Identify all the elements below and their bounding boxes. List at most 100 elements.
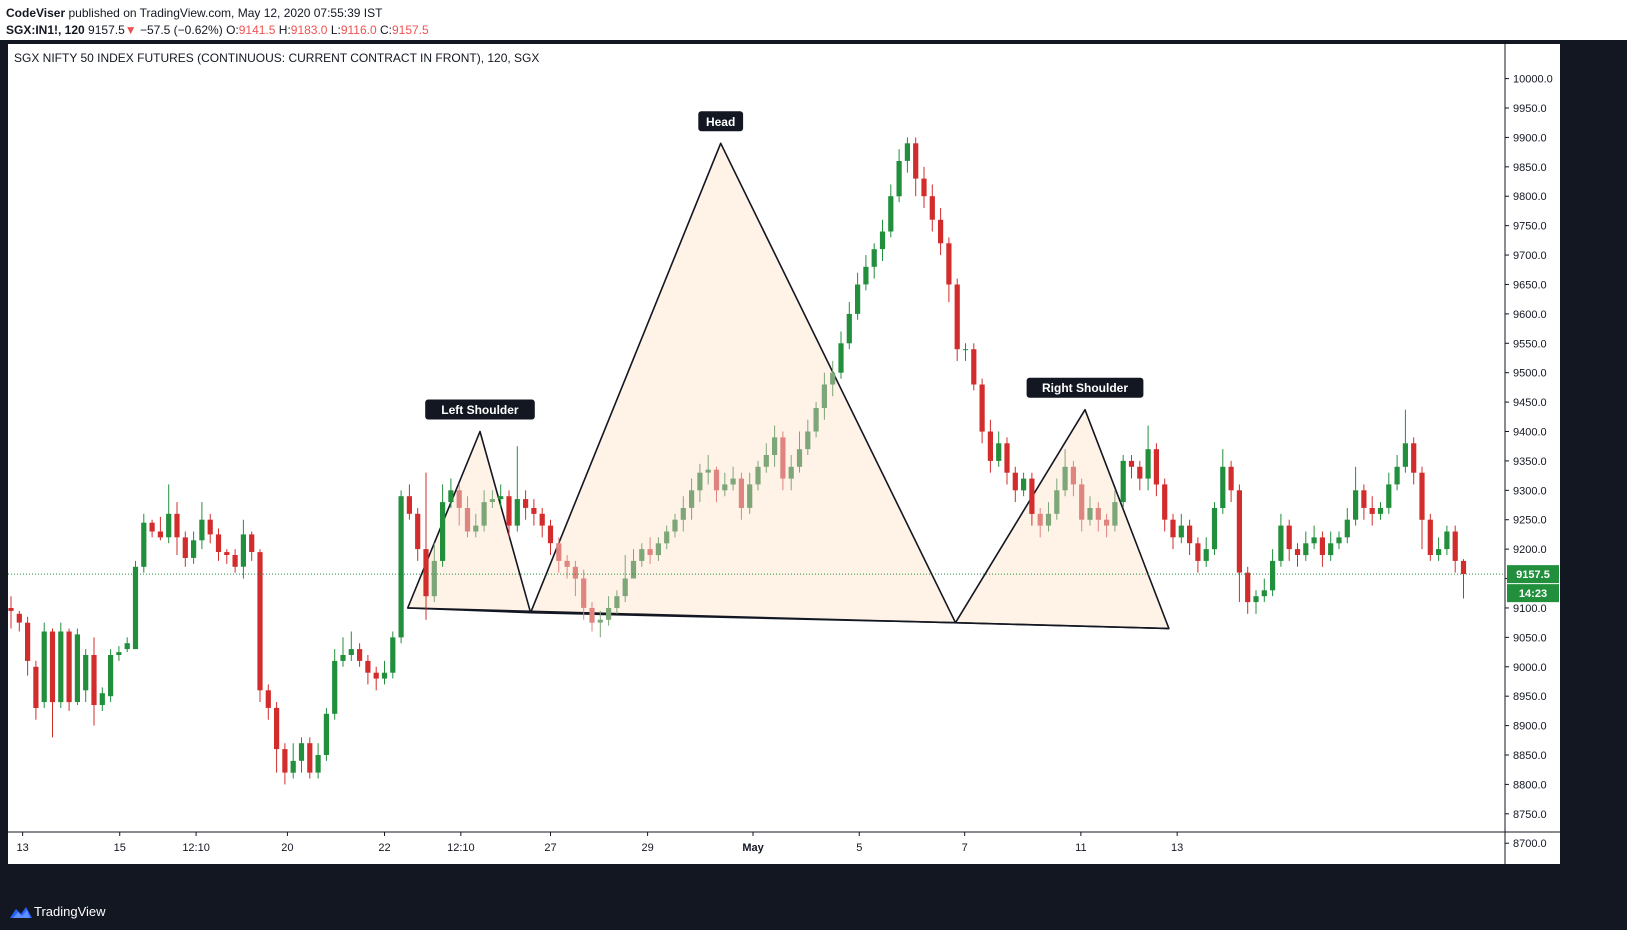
candle-body (1270, 560, 1276, 591)
candle-body (1344, 519, 1350, 538)
candle (390, 631, 396, 679)
candle (257, 549, 263, 703)
candle (41, 622, 47, 708)
candle (597, 610, 603, 638)
candle (1319, 531, 1325, 567)
candle-body (365, 660, 371, 673)
candle (16, 610, 22, 632)
candle-body (788, 466, 794, 479)
candle (639, 543, 645, 567)
candle (747, 472, 753, 514)
candle (1203, 537, 1209, 567)
author-name[interactable]: CodeViser (6, 6, 66, 20)
candle-body (25, 622, 31, 661)
candle (788, 455, 794, 491)
price-change: −57.5 (−0.62%) (139, 23, 223, 37)
candle (1427, 513, 1433, 561)
pattern-labels: Left Shoulder Head Right Shoulder (425, 111, 1144, 420)
time-tick-label: May (742, 842, 764, 854)
candle (796, 431, 803, 473)
candle-body (83, 655, 89, 691)
candle (1112, 490, 1118, 532)
candle (332, 649, 338, 720)
candle (879, 219, 886, 261)
candle (821, 372, 827, 420)
candle-body (149, 522, 155, 532)
candle-body (1427, 519, 1433, 555)
candle (1444, 525, 1450, 556)
symbol-label[interactable]: SGX:IN1!, 120 (6, 23, 85, 37)
candle-body (132, 566, 139, 650)
candle-body (1386, 484, 1392, 508)
candle (282, 743, 288, 785)
candle (954, 278, 960, 361)
candle-body (1178, 525, 1184, 538)
candle-body (340, 655, 346, 661)
candle (946, 237, 952, 303)
candle (440, 484, 446, 567)
candle (1278, 513, 1284, 567)
price-tick-label: 9250.0 (1513, 515, 1547, 527)
candle (846, 302, 852, 350)
price-tick-label: 9750.0 (1513, 221, 1547, 233)
candle-body (1236, 490, 1242, 573)
candle (962, 343, 969, 361)
candle (547, 519, 554, 556)
candle-body (1203, 549, 1209, 561)
candle-body (738, 478, 744, 508)
candle (489, 490, 495, 508)
candle-body (1402, 443, 1408, 467)
candle (830, 360, 836, 397)
candle-body (938, 219, 944, 244)
time-axis[interactable]: 13 15 12:10 20 22 12:10 27 29 May 5 7 11 13 (8, 831, 1560, 854)
candle-body (1137, 466, 1143, 479)
candle-body (91, 655, 97, 705)
candle (315, 743, 321, 779)
candle (116, 646, 122, 661)
candle-body (1369, 508, 1375, 514)
candle (655, 537, 661, 561)
open-value: 9141.5 (238, 23, 276, 37)
pattern-label: Right Shoulder (1026, 377, 1144, 398)
candle-body (66, 631, 72, 703)
candle-body (1162, 484, 1168, 520)
time-tick-label: 27 (544, 842, 556, 854)
candle-body (33, 666, 39, 708)
close-value: 9157.5 (392, 23, 429, 37)
candle-body (597, 619, 603, 623)
candle-body (531, 508, 537, 514)
price-tick-label: 9800.0 (1513, 191, 1547, 203)
price-axis[interactable]: 10000.0 9950.0 9900.0 9850.0 9800.0 9750.0 970… (1504, 44, 1553, 864)
price-tick-label: 9100.0 (1513, 603, 1547, 615)
candle-series (8, 137, 1467, 785)
candle-body (199, 519, 205, 541)
candle (224, 549, 230, 564)
candle-body (357, 649, 363, 661)
low-label: L: (330, 23, 341, 37)
candle (722, 472, 728, 497)
candle-body (1220, 466, 1226, 508)
open-label: O: (226, 23, 239, 37)
tradingview-logo-icon[interactable] (8, 904, 34, 920)
price-tick-label: 9300.0 (1513, 485, 1547, 497)
neckline[interactable] (407, 607, 1169, 630)
candle-body (456, 490, 462, 508)
candle-body (323, 713, 329, 755)
candle (174, 502, 180, 556)
candle-body (498, 496, 504, 500)
candle-body (215, 534, 222, 552)
candle (1120, 455, 1126, 508)
candle-body (523, 499, 529, 508)
candle-body (1460, 560, 1467, 575)
candle-body (1004, 443, 1010, 473)
candle (705, 455, 711, 485)
candle (1095, 502, 1101, 532)
candle (971, 343, 977, 391)
candle-body (1087, 508, 1093, 520)
candle (630, 549, 637, 579)
candle (1104, 513, 1110, 538)
tradingview-brand[interactable]: TradingView (34, 904, 106, 919)
price-chart[interactable]: SGX NIFTY 50 INDEX FUTURES (CONTINUOUS: … (0, 40, 1627, 894)
candle (1170, 513, 1176, 550)
candle (838, 331, 844, 379)
